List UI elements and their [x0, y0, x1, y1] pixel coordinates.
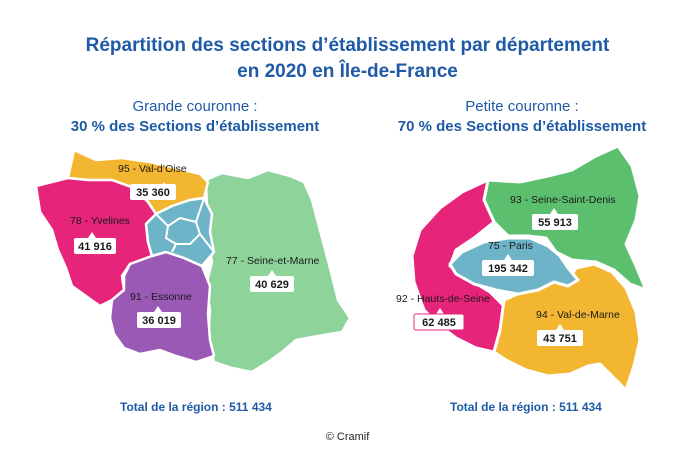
value-78: 41 916 [78, 241, 112, 253]
value-92: 62 485 [422, 317, 456, 329]
value-93: 55 913 [538, 217, 572, 229]
value-95: 35 360 [136, 187, 170, 199]
region-77-seine-et-marne [204, 168, 352, 374]
value-box-93 [532, 214, 578, 230]
value-box-77 [250, 276, 294, 292]
value-77: 40 629 [255, 279, 289, 291]
grande-couronne-map: 95 - Val-d’Oise 35 360 78 - Yvelines 41 … [34, 148, 352, 374]
label-94: 94 - Val-de-Marne [536, 309, 620, 321]
label-92: 92 - Hauts-de-Seine [396, 293, 490, 305]
value-box-95 [130, 184, 176, 200]
grande-couronne-label: Grande couronne : [132, 98, 258, 115]
petite-couronne-map: 93 - Seine-Saint-Denis 55 913 75 - Paris… [396, 144, 648, 392]
pointer-93 [550, 208, 558, 214]
label-93: 93 - Seine-Saint-Denis [510, 194, 616, 206]
label-75: 75 - Paris [488, 240, 533, 252]
label-77: 77 - Seine-et-Marne [226, 255, 320, 267]
petite-couronne-label: Petite couronne : [465, 98, 579, 115]
title-line-2: en 2020 en Île-de-France [237, 61, 458, 82]
inner-ring-borders [155, 197, 215, 253]
grande-couronne-heading: Grande couronne : 30 % des Sections d’ét… [20, 97, 370, 137]
value-box-75 [482, 260, 534, 276]
label-78: 78 - Yvelines [70, 215, 130, 227]
pointer-78 [88, 232, 96, 238]
page-title: Répartition des sections d’établissement… [0, 33, 695, 85]
value-box-91 [137, 312, 181, 328]
value-94: 43 751 [543, 333, 577, 345]
pointer-94 [556, 324, 564, 330]
value-box-94 [537, 330, 583, 346]
petite-couronne-heading: Petite couronne : 70 % des Sections d’ét… [352, 97, 692, 137]
value-91: 36 019 [142, 315, 176, 327]
value-box-92 [413, 313, 465, 331]
title-line-1: Répartition des sections d’établissement… [85, 35, 610, 56]
copyright: © Cramif [325, 431, 370, 443]
grande-couronne-share: 30 % des Sections d’établissement [70, 118, 320, 135]
pointer-77 [268, 270, 276, 276]
label-91: 91 - Essonne [130, 291, 192, 303]
petite-couronne-share: 70 % des Sections d’établissement [397, 118, 647, 135]
value-box-78 [74, 238, 116, 254]
pointer-91 [154, 306, 162, 312]
total-petite-couronne: Total de la région : 511 434 [450, 400, 602, 414]
label-95: 95 - Val-d’Oise [118, 163, 187, 175]
pointer-75 [504, 254, 512, 260]
region-petite-couronne-inner [144, 196, 216, 268]
pointer-92 [436, 308, 444, 314]
value-75: 195 342 [488, 263, 528, 275]
total-grande-couronne: Total de la région : 511 434 [120, 400, 272, 414]
